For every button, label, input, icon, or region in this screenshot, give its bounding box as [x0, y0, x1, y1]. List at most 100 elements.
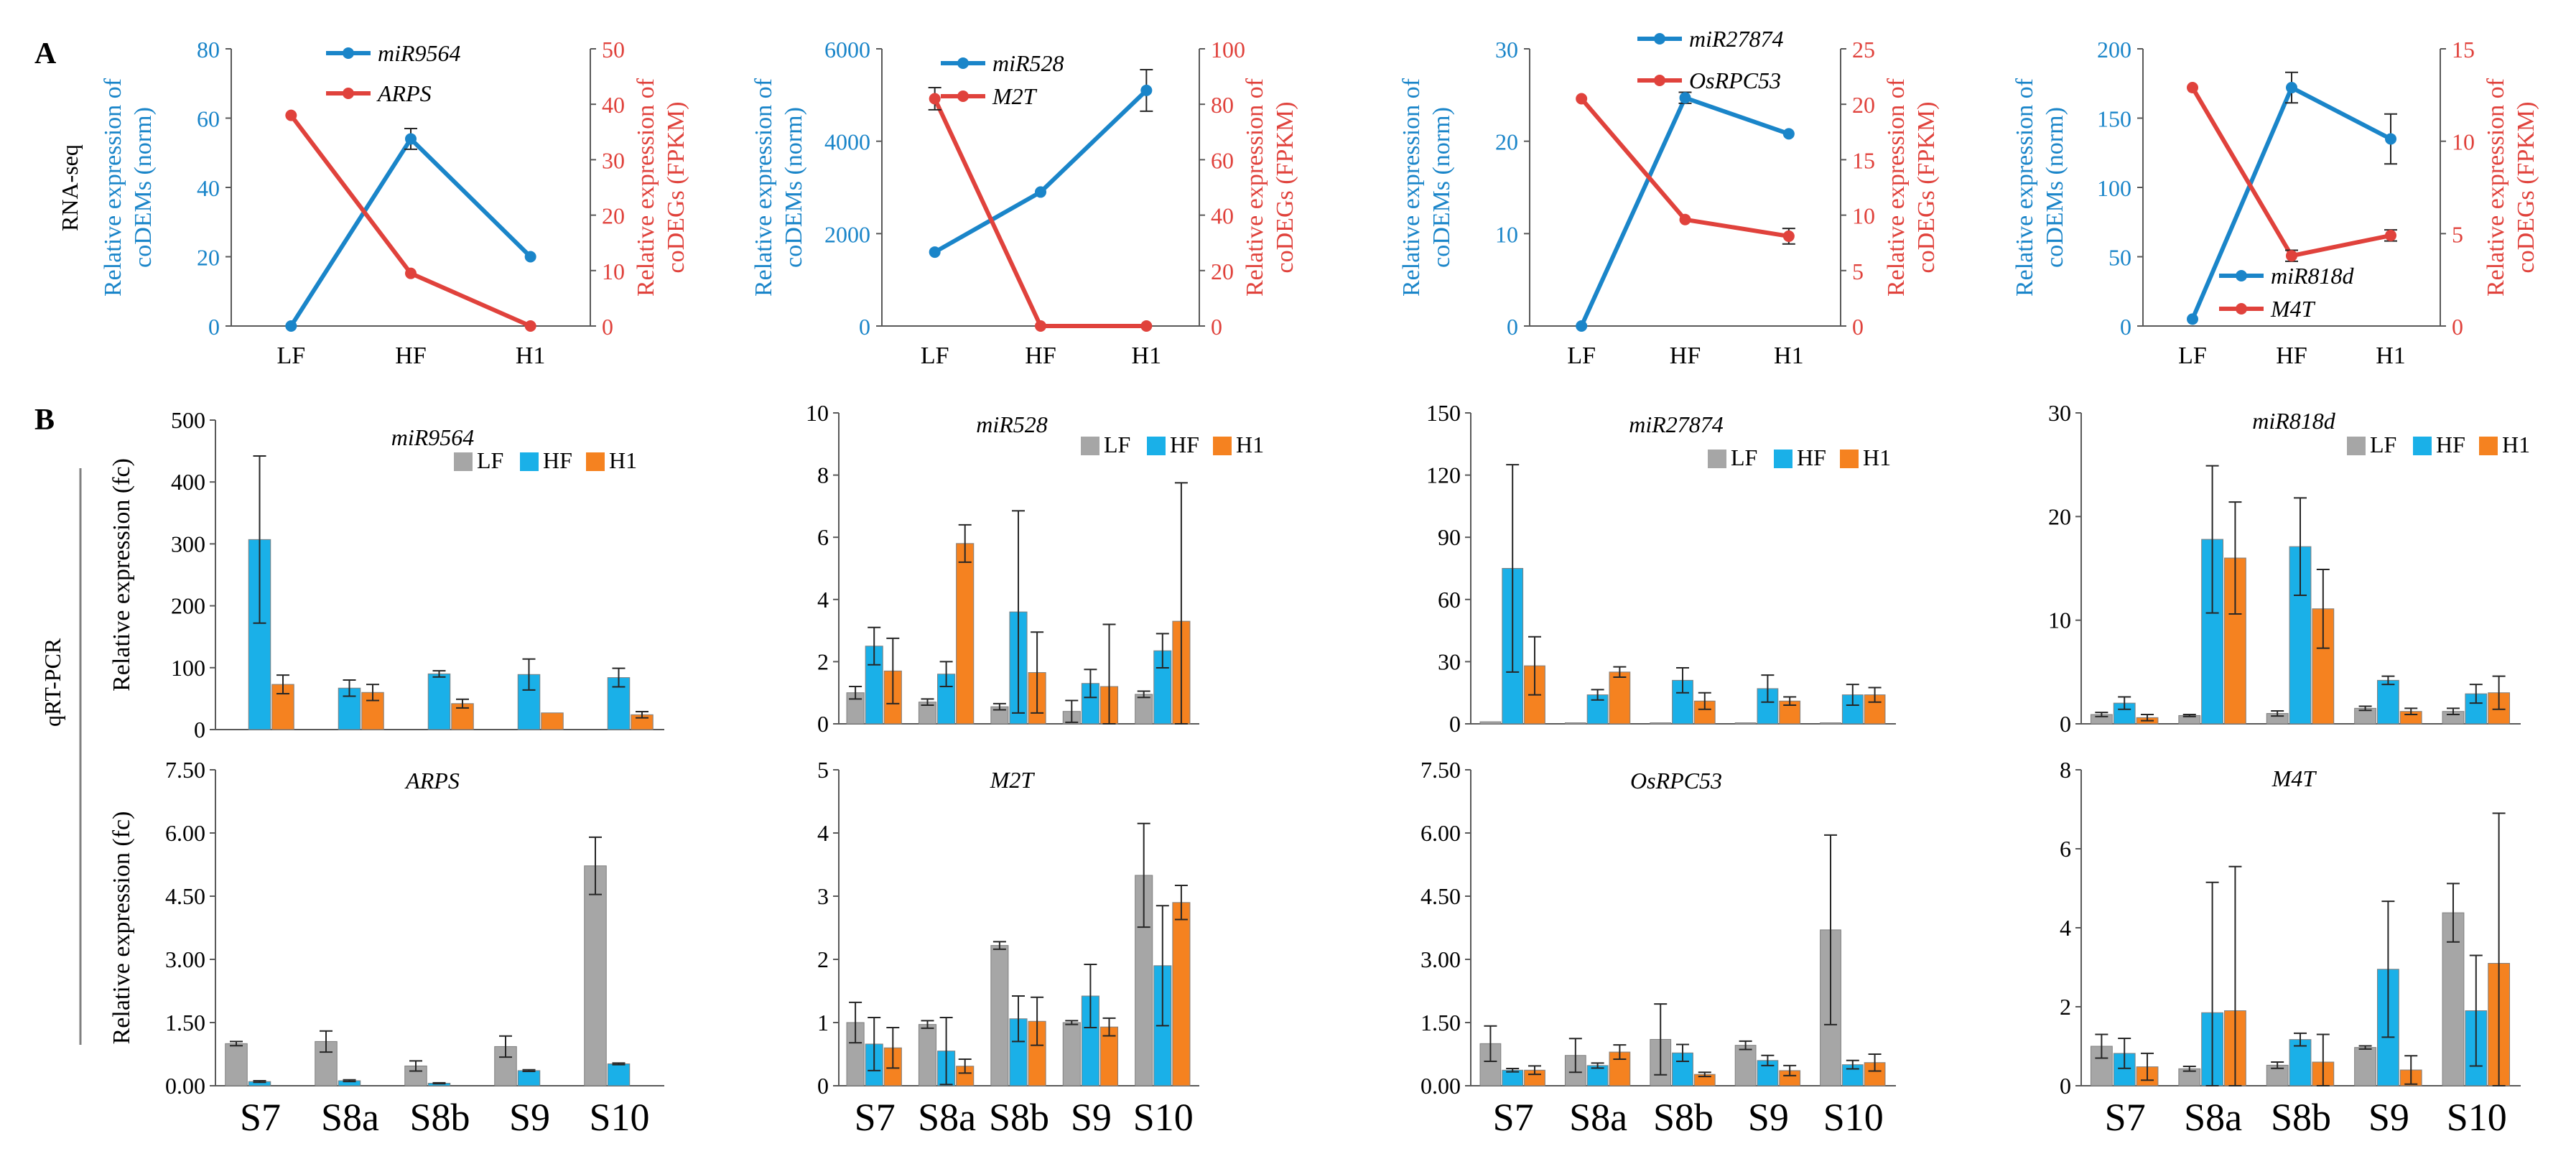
legend-label: M4T: [2270, 296, 2316, 322]
right-tick-label: 5: [2452, 221, 2463, 247]
bar-LF: [225, 1043, 248, 1086]
data-point: [1035, 186, 1046, 198]
y-tick-label: 500: [171, 407, 205, 433]
data-point: [524, 251, 536, 263]
data-point: [405, 267, 417, 279]
x-category-label: S7: [2105, 1096, 2146, 1139]
left-tick-label: 0: [1507, 314, 1518, 340]
panel-label-b: B: [34, 404, 55, 437]
right-tick-label: 10: [1852, 203, 1875, 229]
left-tick-label: 10: [1495, 221, 1518, 247]
chart-title: miR27874: [1629, 411, 1724, 437]
right-axis-title: coDEGs (FPKM): [2513, 102, 2539, 274]
right-tick-label: 80: [1211, 92, 1234, 118]
y-tick-label: 0.00: [1420, 1073, 1461, 1099]
bar-chart-miR9564: 0 100 200 300 400 500 miR9564 Relative expressi…: [108, 407, 664, 743]
legend-label: H1: [2502, 432, 2530, 457]
x-category-label: S10: [2447, 1096, 2507, 1139]
legend-label: H1: [609, 447, 637, 473]
bar-HF: [1672, 1052, 1693, 1086]
y-tick-label: 150: [1426, 400, 1461, 426]
y-tick-label: 7.50: [1420, 757, 1461, 783]
right-tick-label: 40: [1211, 203, 1234, 229]
data-point: [2385, 133, 2396, 145]
y-tick-label: 4.50: [165, 883, 205, 909]
left-tick-label: 0: [859, 314, 870, 340]
data-point: [2187, 82, 2198, 94]
y-tick-label: 3.00: [1420, 946, 1461, 972]
legend-swatch: [2479, 437, 2498, 455]
chart-title: ARPS: [404, 768, 460, 793]
y-tick-label: 5: [817, 757, 829, 783]
y-tick-label: 8: [2060, 757, 2071, 783]
y-tick-label: 90: [1438, 524, 1461, 550]
line-chart-3: 0 10 20 30 0 5 10 15 20 25 LF HF H1 Relative expressi…: [1398, 26, 1940, 369]
y-tick-label: 0: [817, 711, 829, 737]
data-point: [285, 109, 297, 121]
left-tick-label: 0: [208, 314, 220, 340]
left-tick-label: 6000: [824, 37, 870, 62]
right-tick-label: 15: [1852, 147, 1875, 173]
right-tick-label: 0: [2452, 314, 2463, 340]
y-tick-label: 30: [1438, 648, 1461, 674]
legend-label: H1: [1863, 444, 1891, 470]
x-category-label: H1: [516, 343, 546, 369]
data-point: [929, 246, 941, 259]
bar-LF: [990, 945, 1009, 1086]
legend-swatch-marker: [343, 47, 354, 59]
left-tick-label: 80: [197, 37, 220, 62]
y-tick-label: 1: [817, 1010, 829, 1035]
left-tick-label: 30: [1495, 37, 1518, 62]
y-tick-label: 2: [817, 946, 829, 972]
y-tick-label: 0: [2060, 1073, 2071, 1099]
data-point: [1782, 230, 1795, 242]
right-tick-label: 50: [602, 37, 625, 62]
data-point: [1140, 320, 1153, 332]
data-point: [524, 320, 536, 332]
bar-LF: [1734, 1045, 1757, 1086]
series-line-miR9564: [289, 135, 532, 327]
y-tick-label: 20: [2048, 503, 2071, 529]
right-tick-label: 60: [1211, 147, 1234, 173]
left-axis-title: Relative expression of: [1398, 78, 1425, 297]
right-tick-label: 0: [1211, 314, 1222, 340]
right-axis-title: Relative expression of: [1242, 78, 1268, 297]
bar-LF: [1062, 1022, 1081, 1086]
y-tick-label: 6.00: [1420, 820, 1461, 846]
legend-label: M2T: [992, 83, 1038, 109]
bar-chart-miR818d: 0 10 20 30 miR818d LF HF H1: [2048, 400, 2530, 737]
bar-HF: [2289, 1039, 2312, 1086]
data-point: [405, 133, 417, 145]
left-tick-label: 150: [2097, 106, 2131, 132]
y-tick-label: 6: [2060, 836, 2071, 862]
bar-HF: [607, 1063, 631, 1086]
y-tick-label: 7.50: [165, 757, 205, 783]
y-tick-label: 4: [2060, 915, 2071, 941]
bar-LF: [584, 865, 607, 1086]
y-tick-label: 100: [171, 655, 205, 681]
x-category-label: S8a: [2184, 1096, 2242, 1139]
left-axis-title: coDEMs (norm): [130, 107, 157, 268]
y-tick-label: 0: [194, 717, 205, 743]
y-tick-label: 1.50: [1420, 1010, 1461, 1035]
legend-label: LF: [477, 447, 503, 473]
y-tick-label: 3.00: [165, 946, 205, 972]
legend-label: HF: [543, 447, 572, 473]
legend-swatch-marker: [957, 90, 969, 102]
chart-title: OsRPC53: [1630, 768, 1722, 793]
y-tick-label: 0.00: [165, 1073, 205, 1099]
right-tick-label: 10: [602, 259, 625, 284]
bar-LF: [2354, 1047, 2376, 1086]
right-tick-label: 40: [602, 92, 625, 118]
left-axis-title: Relative expression of: [2012, 78, 2038, 297]
legend-label: LF: [2370, 432, 2396, 457]
bar-H1: [956, 543, 975, 725]
legend-swatch-marker: [2236, 303, 2247, 315]
bar-LF: [1734, 722, 1757, 725]
y-tick-label: 3: [817, 883, 829, 909]
bar-H1: [1099, 1026, 1119, 1086]
bar-LF: [1135, 694, 1153, 725]
chart-title: miR818d: [2252, 408, 2336, 434]
x-category-label: LF: [921, 343, 949, 369]
